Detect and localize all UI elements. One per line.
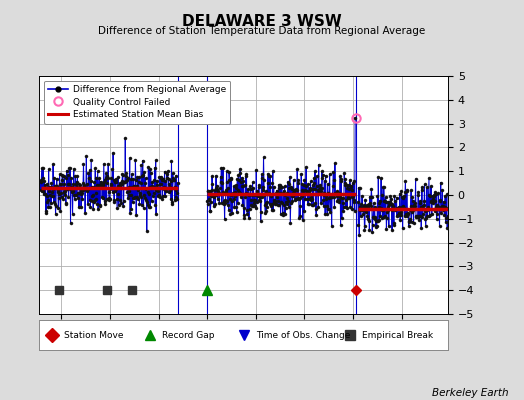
Text: Time of Obs. Change: Time of Obs. Change xyxy=(256,330,351,340)
Text: DELAWARE 3 WSW: DELAWARE 3 WSW xyxy=(182,14,342,29)
Text: Station Move: Station Move xyxy=(64,330,123,340)
Text: Record Gap: Record Gap xyxy=(162,330,214,340)
Text: Difference of Station Temperature Data from Regional Average: Difference of Station Temperature Data f… xyxy=(99,26,425,36)
Text: Berkeley Earth: Berkeley Earth xyxy=(432,388,508,398)
Legend: Difference from Regional Average, Quality Control Failed, Estimated Station Mean: Difference from Regional Average, Qualit… xyxy=(44,80,231,124)
Text: Empirical Break: Empirical Break xyxy=(362,330,433,340)
